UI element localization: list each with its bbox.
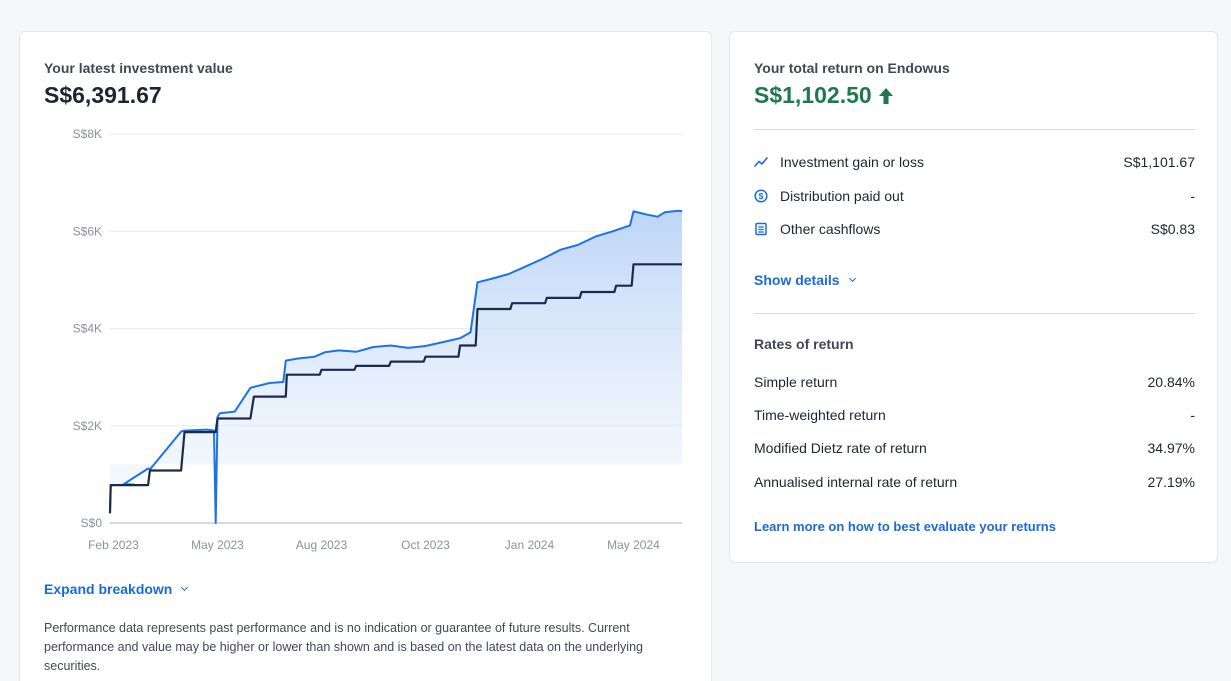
y-tick-label: S$6K [73,224,102,238]
x-tick-label: Oct 2023 [401,538,450,552]
investment-chart: S$0 S$2K S$4K S$6K S$8K Feb 2023 May 2023 Aug 2… [73,127,683,552]
y-tick-label: S$4K [73,322,102,336]
rate-row-value: 34.97% [1147,440,1195,456]
rate-row-label: Annualised internal rate of return [754,474,958,490]
return-row-value: S$0.83 [1150,221,1195,237]
return-row-label: Other cashflows [780,221,881,237]
investment-value-area [110,210,682,524]
return-row-value: - [1190,188,1195,204]
expand-breakdown-link[interactable]: Expand breakdown [44,581,189,597]
series-line-net-invested [108,263,682,514]
series-line-investment-value [109,209,683,524]
document-list-icon [754,222,768,236]
dollar-coin-icon: $ [754,189,768,203]
rate-row-value: 20.84% [1147,374,1195,390]
performance-disclaimer: Performance data represents past perform… [44,621,643,673]
total-return-amount: S$1,102.50 [754,82,872,108]
svg-text:$: $ [759,191,764,201]
return-row-value: S$1,101.67 [1123,154,1195,170]
y-tick-label: S$0 [81,516,103,530]
rates-of-return-title: Rates of return [754,336,854,352]
rate-row-modified-dietz: Modified Dietz rate of return 34.97% [754,438,1195,458]
expand-breakdown-label: Expand breakdown [44,581,173,597]
chevron-down-icon [848,274,856,282]
investment-value-title: Your latest investment value [44,60,233,76]
x-tick-label: Feb 2023 [88,538,139,552]
total-return-card: Your total return on Endowus S$1,102.50 … [729,31,1218,563]
investment-value-amount: S$6,391.67 [44,82,162,108]
rate-row-label: Simple return [754,374,838,390]
return-row-distribution: $ Distribution paid out - [754,186,1195,206]
rate-row-time-weighted: Time-weighted return - [754,405,1195,425]
return-row-label: Distribution paid out [780,188,904,204]
rate-row-label: Time-weighted return [754,407,886,423]
learn-more-link[interactable]: Learn more on how to best evaluate your … [754,519,1056,534]
x-tick-label: Aug 2023 [296,538,348,552]
divider [754,129,1195,130]
show-details-label: Show details [754,272,840,288]
total-return-title: Your total return on Endowus [754,60,950,76]
return-row-investment-gain: Investment gain or loss S$1,101.67 [754,152,1195,172]
chevron-down-icon [181,583,189,591]
rate-row-simple: Simple return 20.84% [754,372,1195,392]
x-tick-label: May 2023 [191,538,244,552]
arrow-up-icon [878,87,893,104]
total-return-amount-wrap: S$1,102.50 [754,82,894,109]
x-tick-label: May 2024 [607,538,660,552]
rate-row-value: - [1190,407,1195,423]
divider [754,313,1195,314]
y-tick-label: S$8K [73,127,102,141]
x-tick-label: Jan 2024 [505,538,555,552]
rate-row-annualised-irr: Annualised internal rate of return 27.19… [754,472,1195,492]
rate-row-value: 27.19% [1147,474,1195,490]
investment-value-card: Your latest investment value S$6,391.67 … [19,31,712,681]
return-row-label: Investment gain or loss [780,154,924,170]
trend-line-icon [754,155,768,169]
return-row-other-cashflows: Other cashflows S$0.83 [754,219,1195,239]
rate-row-label: Modified Dietz rate of return [754,440,927,456]
y-tick-label: S$2K [73,419,102,433]
show-details-link[interactable]: Show details [754,272,856,288]
